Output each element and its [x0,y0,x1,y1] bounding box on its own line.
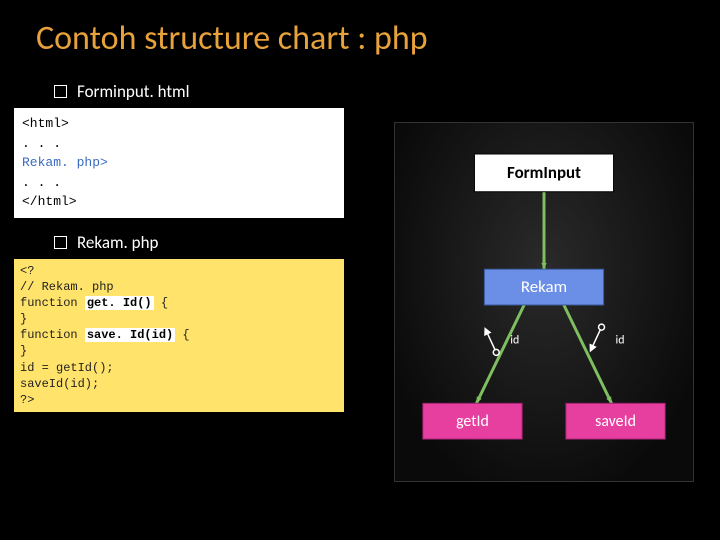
code-forminput-html: <html>. . .Rekam. php>. . .</html> [14,108,344,218]
bullet-label: Rekam. php [77,232,158,253]
slide-title: Contoh structure chart : php [0,0,720,59]
svg-text:saveId: saveId [595,412,636,431]
checkbox-icon [54,236,67,249]
svg-text:getId: getId [456,412,489,431]
svg-text:id: id [616,334,625,348]
code-rekam-php: <?// Rekam. phpfunction get. Id() {}func… [14,259,344,413]
bullet-rekam: Rekam. php [54,232,360,253]
svg-text:Rekam: Rekam [521,276,567,297]
structure-chart-diagram: id id FormInput Rekam getId saveId [394,122,694,482]
bullet-forminput: Forminput. html [54,81,360,102]
checkbox-icon [54,85,67,98]
svg-text:id: id [510,334,519,348]
svg-text:FormInput: FormInput [507,162,581,183]
bullet-label: Forminput. html [77,81,190,102]
